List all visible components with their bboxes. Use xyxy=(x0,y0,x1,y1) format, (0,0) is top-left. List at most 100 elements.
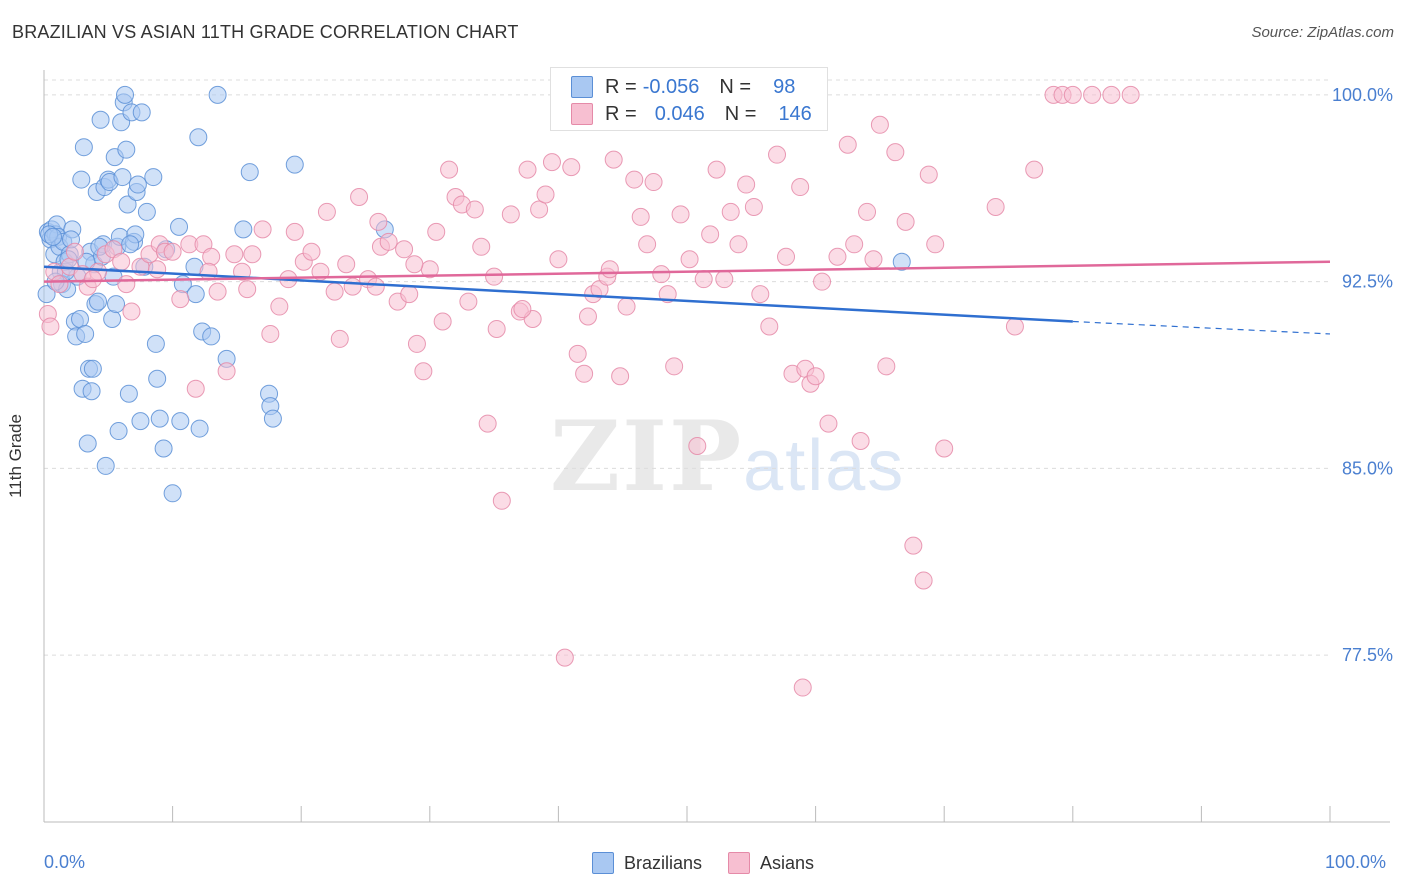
stats-row-asians: R = 0.046 N = 146 xyxy=(571,101,812,127)
asians-point xyxy=(1102,85,1121,104)
asians-point xyxy=(777,247,796,266)
asians-point xyxy=(1121,85,1140,104)
brazilians-point xyxy=(119,384,138,403)
stats-row-brazilians: R = -0.056 N = 98 xyxy=(571,74,795,100)
asians-point xyxy=(744,197,763,216)
brazilians-point xyxy=(96,456,115,475)
r-key: R = xyxy=(605,102,637,125)
asians-point xyxy=(652,265,671,284)
asians-point xyxy=(50,275,69,294)
asians-point xyxy=(555,648,574,667)
watermark-zip: ZIP xyxy=(550,400,744,513)
asians-point xyxy=(625,170,644,189)
asians-point xyxy=(330,329,349,348)
asians-point xyxy=(604,150,623,169)
brazilians-point xyxy=(121,235,140,254)
asians-point xyxy=(1005,317,1024,336)
asians-point xyxy=(904,536,923,555)
legend-label-asians: Asians xyxy=(760,852,815,873)
asians-point xyxy=(828,247,847,266)
asians-point xyxy=(638,235,657,254)
brazilians-point xyxy=(109,422,128,441)
asians-point xyxy=(65,242,84,261)
asians-point xyxy=(485,267,504,286)
asians-point xyxy=(407,334,426,353)
legend-item-brazilians: Brazilians xyxy=(591,852,702,874)
source-label: Source: ZipAtlas.com xyxy=(1251,24,1394,41)
asians-point xyxy=(870,115,889,134)
n-key: N = xyxy=(724,102,757,125)
legend-label-brazilians: Brazilians xyxy=(623,852,702,873)
y-tick-label: 92.5% xyxy=(1342,272,1393,292)
y-tick-label: 85.0% xyxy=(1342,458,1393,478)
series-legend: Brazilians Asians xyxy=(0,852,1406,874)
asians-point xyxy=(465,200,484,219)
asians-point xyxy=(986,197,1005,216)
asians-point xyxy=(459,292,478,311)
brazilians-point xyxy=(132,103,151,122)
brazilians-point xyxy=(44,227,63,246)
asians-point xyxy=(1083,85,1102,104)
asians-point xyxy=(680,250,699,269)
asians-point xyxy=(631,207,650,226)
brazilians-point xyxy=(137,202,156,221)
asians-point xyxy=(729,235,748,254)
asians-point xyxy=(122,302,141,321)
asians-point xyxy=(472,237,491,256)
asians-point xyxy=(701,225,720,244)
brazilians-point xyxy=(128,175,147,194)
asians-point xyxy=(617,297,636,316)
asians-point xyxy=(715,270,734,289)
brazilians-point xyxy=(113,168,132,187)
x-tick-label-min: 0.0% xyxy=(44,852,86,872)
asians-point xyxy=(492,491,511,510)
asians-point xyxy=(658,285,677,304)
asians-point xyxy=(261,324,280,343)
asians-point xyxy=(513,300,532,319)
brazilians-legend-swatch xyxy=(591,852,614,874)
asians-point xyxy=(186,379,205,398)
asians-point xyxy=(337,255,356,274)
asians-point xyxy=(208,282,227,301)
y-tick-label: 77.5% xyxy=(1342,645,1393,665)
asians-point xyxy=(202,247,221,266)
brazilians-point xyxy=(118,195,137,214)
asians-point xyxy=(806,367,825,386)
x-tick-label-max: 100.0% xyxy=(1325,852,1387,872)
asians-point xyxy=(549,250,568,269)
asians-point xyxy=(238,280,257,299)
asians-point xyxy=(694,270,713,289)
asians-point xyxy=(350,187,369,206)
asians-point xyxy=(433,312,452,331)
asians-swatch xyxy=(571,103,593,125)
asians-trend-line xyxy=(43,260,1331,283)
stats-legend: R = -0.056 N = 98 R = 0.046 N = 146 xyxy=(550,67,828,131)
brazilians-point xyxy=(234,220,253,239)
asians-point xyxy=(366,277,385,296)
asians-point xyxy=(302,242,321,261)
asians-point xyxy=(793,678,812,697)
asians-point xyxy=(285,222,304,241)
asians-point xyxy=(83,270,102,289)
brazilians-point xyxy=(285,155,304,174)
asians-point xyxy=(562,158,581,177)
asians-point xyxy=(845,235,864,254)
asians-point xyxy=(487,319,506,338)
brazilians-point xyxy=(148,369,167,388)
asians-point xyxy=(671,205,690,224)
asians-point xyxy=(317,202,336,221)
asians-point xyxy=(400,285,419,304)
asians-point xyxy=(791,178,810,197)
asians-point xyxy=(575,364,594,383)
brazilians-point xyxy=(72,170,91,189)
r-value: 0.046 xyxy=(654,102,705,125)
asians-point xyxy=(501,205,520,224)
asians-point xyxy=(243,245,262,264)
asians-point xyxy=(117,275,136,294)
asians-point xyxy=(707,160,726,179)
brazilians-trend-line xyxy=(43,265,1073,323)
asians-point xyxy=(163,242,182,261)
asians-point xyxy=(851,432,870,451)
brazilians-point xyxy=(163,484,182,503)
